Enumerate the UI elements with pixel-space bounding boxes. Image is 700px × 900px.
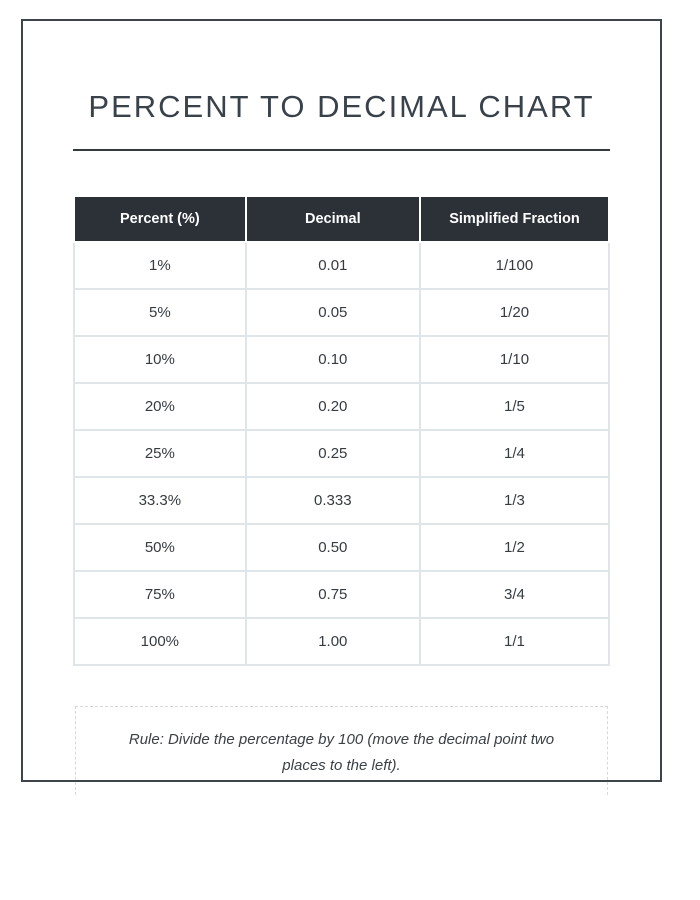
rule-note-box: Rule: Divide the percentage by 100 (move… — [75, 706, 608, 795]
table-cell: 0.75 — [244, 570, 421, 619]
table-cell: 1/2 — [418, 523, 611, 572]
table-cell: 33.3% — [73, 476, 247, 525]
table-cell: 0.333 — [244, 476, 421, 525]
table-row: 10% 0.10 1/10 — [73, 335, 611, 384]
table-cell: 1% — [73, 241, 247, 290]
table-cell: 20% — [73, 382, 247, 431]
table-cell: 0.10 — [244, 335, 421, 384]
table-row: 33.3% 0.333 1/3 — [73, 476, 611, 525]
table-cell: 1/1 — [418, 617, 611, 666]
table-cell: 1.00 — [244, 617, 421, 666]
title-underline — [73, 149, 610, 151]
table-cell: 1/4 — [418, 429, 611, 478]
table-cell: 0.01 — [244, 241, 421, 290]
table-body: 1% 0.01 1/100 5% 0.05 1/20 10% 0.10 1/10 20% 0.20 1… — [73, 241, 611, 666]
table-cell: 3/4 — [418, 570, 611, 619]
table-row: 50% 0.50 1/2 — [73, 523, 611, 572]
table-cell: 75% — [73, 570, 247, 619]
table-cell: 1/3 — [418, 476, 611, 525]
table-cell: 1/10 — [418, 335, 611, 384]
column-header-percent: Percent (%) — [73, 195, 247, 243]
table-cell: 50% — [73, 523, 247, 572]
table-row: 20% 0.20 1/5 — [73, 382, 611, 431]
table-cell: 0.05 — [244, 288, 421, 337]
column-header-fraction: Simplified Fraction — [418, 195, 611, 243]
table-cell: 25% — [73, 429, 247, 478]
table-row: 1% 0.01 1/100 — [73, 241, 611, 290]
table-row: 75% 0.75 3/4 — [73, 570, 611, 619]
table-cell: 1/100 — [418, 241, 611, 290]
table-cell: 10% — [73, 335, 247, 384]
table-cell: 0.20 — [244, 382, 421, 431]
table-cell: 0.25 — [244, 429, 421, 478]
table-row: 100% 1.00 1/1 — [73, 617, 611, 666]
table-header: Percent (%) Decimal Simplified Fraction — [73, 195, 611, 243]
table-row: 5% 0.05 1/20 — [73, 288, 611, 337]
header-row: Percent (%) Decimal Simplified Fraction — [73, 195, 611, 243]
table-cell: 100% — [73, 617, 247, 666]
document-page: PERCENT TO DECIMAL CHART Percent (%) Dec… — [21, 19, 662, 795]
table-cell: 1/20 — [418, 288, 611, 337]
table-cell: 5% — [73, 288, 247, 337]
table-cell: 1/5 — [418, 382, 611, 431]
rule-note-text: Rule: Divide the percentage by 100 (move… — [128, 731, 555, 774]
table-row: 25% 0.25 1/4 — [73, 429, 611, 478]
table-cell: 0.50 — [244, 523, 421, 572]
conversion-table: Percent (%) Decimal Simplified Fraction … — [73, 195, 611, 666]
page-title: PERCENT TO DECIMAL CHART — [88, 89, 595, 124]
column-header-decimal: Decimal — [244, 195, 421, 243]
